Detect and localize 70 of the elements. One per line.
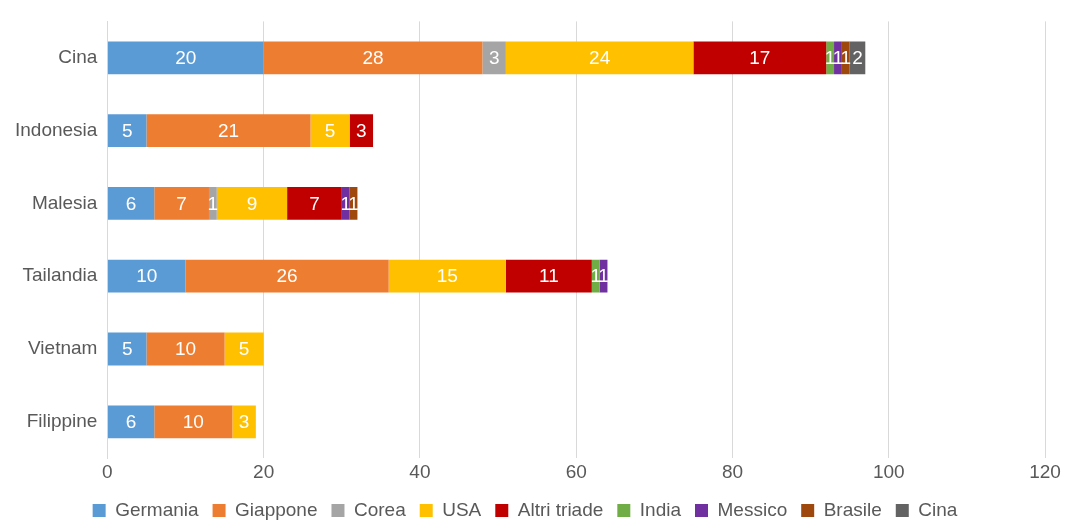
data-label: 2 <box>852 47 863 69</box>
bar <box>505 259 592 293</box>
data-label: 20 <box>175 47 197 69</box>
bar <box>107 41 264 75</box>
legend-label: Messico <box>717 498 788 520</box>
y-tick-label: Malesia <box>31 191 98 213</box>
x-tick-label: 120 <box>1029 460 1061 482</box>
x-tick-label: 20 <box>253 460 275 482</box>
data-label: 1 <box>207 192 219 214</box>
bar <box>146 114 311 147</box>
bar <box>693 41 827 75</box>
bar <box>107 187 155 220</box>
bar <box>185 259 389 293</box>
bar <box>107 259 186 293</box>
legend-label: Germania <box>115 498 199 520</box>
bar <box>154 405 233 439</box>
x-tick-label: 80 <box>721 460 744 482</box>
y-tick-label: Tailandia <box>22 264 98 286</box>
data-label: 17 <box>749 47 771 69</box>
bar <box>154 187 209 220</box>
data-label: 3 <box>488 47 500 69</box>
legend-label: Corea <box>353 498 407 520</box>
bar <box>263 41 483 75</box>
legend-label: India <box>639 498 682 520</box>
data-label: 5 <box>121 119 133 141</box>
data-label: 5 <box>121 338 133 360</box>
data-label: 7 <box>309 192 320 214</box>
x-tick-label: 100 <box>872 460 905 482</box>
bar <box>224 332 264 366</box>
x-tick-label: 60 <box>565 460 587 482</box>
x-tick-label: 0 <box>102 460 113 482</box>
bar <box>505 41 694 75</box>
legend-label: Altri triade <box>517 498 604 520</box>
data-label: 26 <box>276 265 298 287</box>
data-label: 10 <box>182 411 204 433</box>
bar <box>232 405 256 439</box>
bar <box>482 41 506 75</box>
y-tick-label: Filippine <box>26 410 98 432</box>
data-label: 28 <box>362 47 384 69</box>
data-label: 21 <box>217 119 240 141</box>
legend-label: Brasile <box>823 498 882 520</box>
data-label: 15 <box>436 265 458 287</box>
data-label: 9 <box>246 192 258 214</box>
legend-label: USA <box>442 498 482 520</box>
data-label: 5 <box>324 119 336 141</box>
y-tick-label: Cina <box>58 46 98 68</box>
bar <box>388 259 506 293</box>
legend-label: Cina <box>918 498 958 520</box>
data-label: 3 <box>238 411 250 433</box>
data-label: 6 <box>125 411 137 433</box>
y-tick-label: Vietnam <box>28 337 98 359</box>
legend-label: Giappone <box>235 498 318 520</box>
data-label: 5 <box>238 338 250 360</box>
y-tick-label: Indonesia <box>15 118 98 140</box>
data-label: 11 <box>538 265 559 287</box>
bar <box>107 114 147 147</box>
data-label: 10 <box>174 338 197 360</box>
data-label: 3 <box>356 119 367 141</box>
bar <box>107 332 147 366</box>
data-label: 7 <box>176 192 187 214</box>
bar <box>310 114 350 147</box>
data-label: 1 <box>340 192 351 214</box>
data-label: 10 <box>136 265 158 287</box>
data-label: 24 <box>589 47 611 69</box>
x-tick-label: 40 <box>409 460 431 482</box>
bar <box>287 187 342 220</box>
bar <box>146 332 225 366</box>
bar <box>216 187 288 220</box>
data-label: 6 <box>125 192 137 214</box>
bar <box>107 405 155 439</box>
